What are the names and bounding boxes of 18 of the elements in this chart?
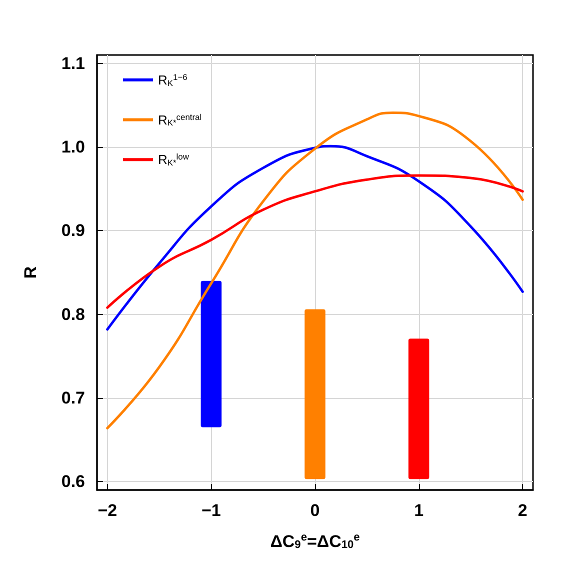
y-tick-label: 1.1 bbox=[61, 54, 85, 73]
y-tick-label: 0.8 bbox=[61, 304, 85, 324]
x-tick-label: −1 bbox=[201, 501, 221, 520]
y-tick-label: 0.9 bbox=[61, 221, 85, 240]
x-tick-label: −2 bbox=[98, 501, 118, 520]
line-series bbox=[106, 144, 524, 331]
y-axis-title: R bbox=[21, 266, 40, 279]
y-tick-label: 0.7 bbox=[61, 388, 85, 408]
y-tick-label: 1.0 bbox=[61, 138, 85, 157]
x-tick-label: 2 bbox=[518, 501, 528, 520]
x-tick-label: 0 bbox=[310, 501, 320, 520]
line-series bbox=[106, 111, 524, 430]
line-series bbox=[106, 174, 524, 309]
bar bbox=[408, 338, 430, 480]
x-tick-label: 1 bbox=[414, 501, 424, 520]
bar bbox=[200, 280, 222, 428]
bar bbox=[304, 309, 326, 480]
y-tick-label: 0.6 bbox=[61, 472, 85, 492]
